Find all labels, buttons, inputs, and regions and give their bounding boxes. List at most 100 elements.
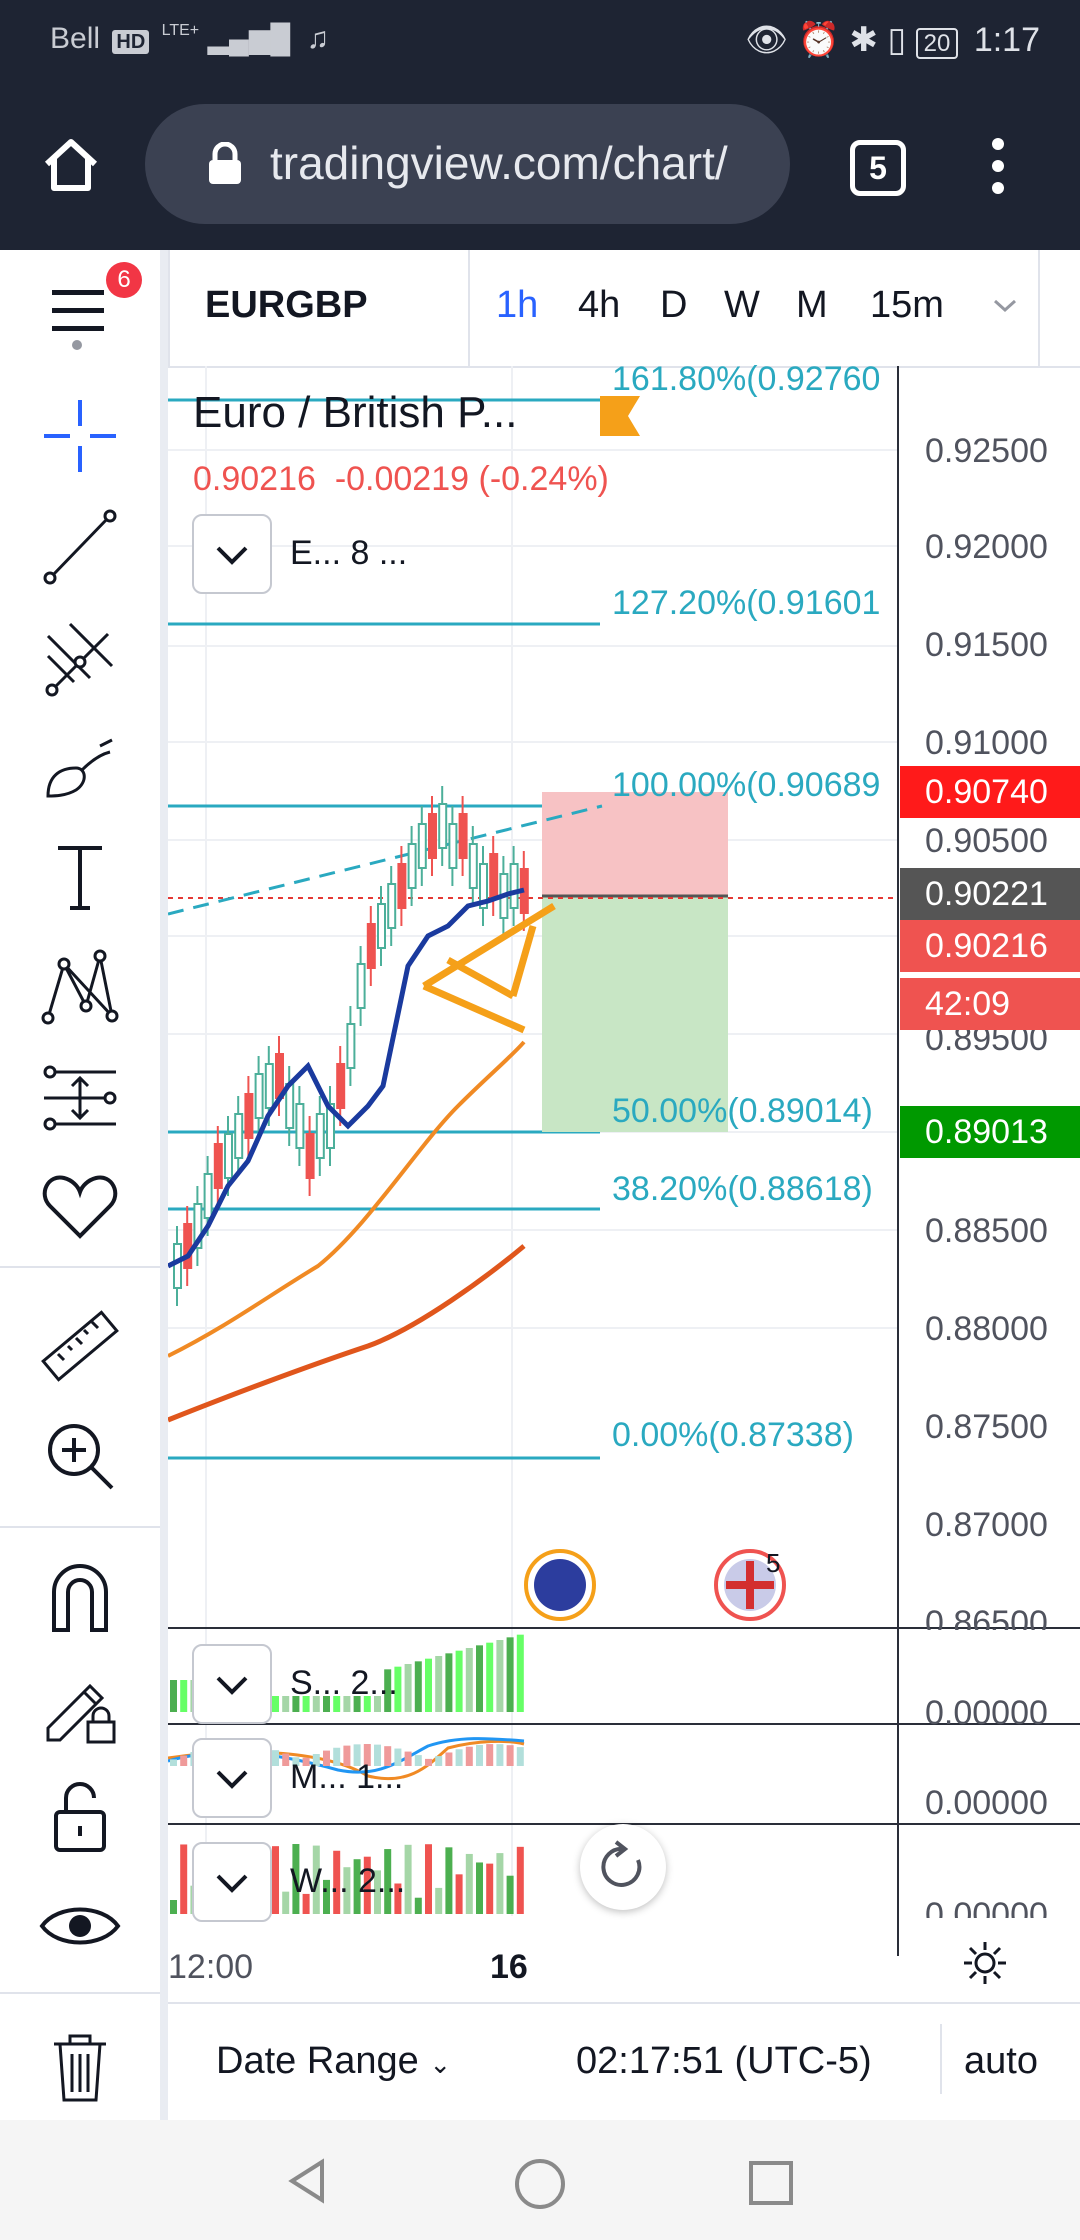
auto-scale-button[interactable]: auto (964, 2040, 1038, 2082)
histogram-bar (384, 1849, 392, 1914)
eye-comfort-icon: 👁 (745, 21, 789, 59)
fib-label-100: 100.00%(0.90689 (612, 766, 881, 804)
carrier-label: Bell (50, 22, 101, 55)
utc-clock[interactable]: 02:17:51 (UTC-5) (576, 2040, 872, 2082)
panel-2-label[interactable]: M... 1... (290, 1758, 404, 1796)
histogram-bar (425, 1758, 432, 1766)
histogram-bar (312, 1753, 320, 1766)
home-nav-icon[interactable] (512, 2156, 568, 2212)
timeframe-w[interactable]: W (724, 284, 760, 326)
fib-label-38: 38.20%(0.88618) (612, 1170, 873, 1208)
price-tick: 0.88500 (925, 1212, 1048, 1250)
histogram-bar (486, 1642, 494, 1712)
histogram-bar (455, 1749, 463, 1766)
url-bar[interactable]: tradingview.com/chart/ (145, 104, 790, 224)
indicators-summary[interactable]: E... 8 ... (290, 534, 408, 572)
left-toolbar-border (160, 250, 168, 2120)
measure-tool-icon[interactable] (30, 1046, 130, 1146)
tab-switcher-button[interactable]: 5 (850, 140, 906, 196)
symbol-title: Euro / British P... (193, 388, 518, 437)
panel-2-toggle[interactable] (192, 1738, 272, 1818)
candle-body (346, 1023, 356, 1069)
text-tool-icon[interactable] (30, 826, 130, 926)
recents-icon[interactable] (746, 2158, 796, 2208)
price-tick: 0.87000 (925, 1506, 1048, 1544)
pattern-icon[interactable] (30, 936, 130, 1036)
visibility-icon[interactable] (30, 1876, 130, 1976)
magnet-icon[interactable] (30, 1546, 130, 1646)
overflow-menu-icon[interactable] (984, 136, 1012, 196)
histogram-bar (312, 1845, 320, 1914)
lock-drawings-icon[interactable] (30, 1656, 130, 1756)
back-icon[interactable] (282, 2156, 332, 2206)
favorites-icon[interactable] (30, 1156, 130, 1256)
time-tick: 12:00 (168, 1948, 254, 1986)
histogram-bar (445, 1653, 453, 1712)
candle-body (183, 1223, 193, 1269)
candle-body (387, 883, 397, 929)
histogram-bar (465, 1746, 473, 1766)
symbol-search-button[interactable]: EURGBP (205, 284, 368, 326)
timeframe-1h[interactable]: 1h (496, 284, 539, 326)
histogram-bar (353, 1696, 361, 1712)
network-label: LTE+ (161, 22, 200, 39)
candle-body (336, 1063, 346, 1109)
toolbar-group-divider (0, 1992, 160, 1994)
histogram-bar (302, 1893, 310, 1914)
ruler-icon[interactable] (30, 1296, 130, 1396)
take-profit-zone (542, 896, 728, 1132)
price-tick: 0.88000 (925, 1310, 1048, 1348)
status-bar: Bell HD LTE+ ▂▄▆█ ♫ 👁 ⏰ ✱ ▯ 20 1:17 (0, 0, 1080, 82)
histogram-bar (486, 1863, 494, 1914)
histogram-bar (404, 1751, 412, 1766)
candle-body (458, 813, 468, 859)
price-tick: 0.92000 (925, 528, 1048, 566)
home-icon[interactable] (42, 136, 100, 194)
reset-chart-button[interactable] (580, 1824, 666, 1910)
legend-change: -0.00219 (334, 460, 470, 498)
toolbar-group-divider (0, 1526, 160, 1528)
chevron-down-icon[interactable] (992, 296, 1018, 316)
hd-badge: HD (112, 30, 150, 54)
candle-body (326, 1103, 335, 1149)
music-icon: ♫ (306, 22, 330, 55)
histogram-bar (435, 1656, 443, 1712)
histogram-bar (343, 1867, 351, 1914)
signal-icon: ▂▄▆█ (207, 23, 291, 54)
brush-icon[interactable] (30, 716, 130, 816)
browser-bar: tradingview.com/chart/ 5 (0, 82, 1080, 250)
settings-gear-icon[interactable] (960, 1938, 1010, 1988)
candle-body (244, 1093, 254, 1139)
timeframe-4h[interactable]: 4h (578, 284, 621, 326)
timeframe-m[interactable]: M (796, 284, 828, 326)
panel-1-label[interactable]: S... 2... (290, 1664, 398, 1702)
panel-1-toggle[interactable] (192, 1644, 272, 1724)
trend-line-icon[interactable] (30, 496, 130, 596)
indicators-toggle-button[interactable] (192, 514, 272, 594)
system-nav-bar (0, 2120, 1080, 2240)
pitchfork-icon[interactable] (30, 606, 130, 706)
histogram-bar (180, 1844, 188, 1914)
timeframe-15m[interactable]: 15m (870, 284, 944, 326)
unlock-icon[interactable] (30, 1766, 130, 1866)
symbol-legend[interactable]: Euro / British P... (193, 388, 517, 438)
histogram-bar (343, 1745, 351, 1766)
panel-3-label[interactable]: W... 2... (290, 1862, 406, 1900)
stop-price-badge: 0.90740 (900, 766, 1080, 818)
candle-body (305, 1133, 315, 1179)
date-range-button[interactable]: Date Range ⌄ (216, 2040, 451, 2083)
trash-icon[interactable] (30, 2016, 130, 2116)
histogram-bar (445, 1847, 453, 1914)
toolbar-divider (1038, 250, 1040, 366)
timeframe-d[interactable]: D (660, 284, 688, 326)
histogram-bar (476, 1645, 483, 1712)
zoom-in-icon[interactable] (30, 1406, 130, 1506)
ma-fast-line (168, 1040, 526, 1358)
time-axis[interactable]: 12:00 16 (168, 1920, 898, 2002)
menu-icon[interactable] (50, 282, 110, 342)
candle-body (479, 863, 488, 909)
histogram-bar (333, 1696, 341, 1712)
candle-body (397, 863, 407, 909)
crosshair-icon[interactable] (30, 386, 130, 486)
panel-3-toggle[interactable] (192, 1842, 272, 1922)
